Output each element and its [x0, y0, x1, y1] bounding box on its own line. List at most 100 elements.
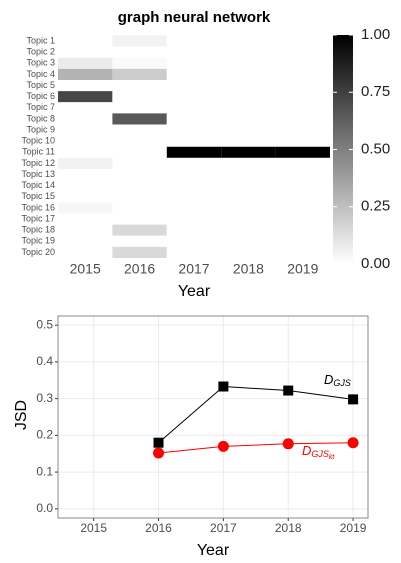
y-tick-label: Topic 15 [21, 191, 55, 201]
heat-cell [112, 157, 167, 169]
heat-cell [166, 246, 222, 258]
y-tick-label: Topic 19 [21, 236, 55, 246]
heat-cell [221, 57, 276, 69]
plot-background [58, 316, 368, 518]
heat-cell [166, 124, 222, 136]
heat-cell [166, 91, 222, 103]
y-tick-label: Topic 3 [26, 58, 55, 68]
heat-cell [221, 91, 276, 103]
heat-cell [112, 57, 167, 69]
y-tick-label: Topic 2 [26, 47, 55, 57]
heat-cell [58, 46, 113, 58]
heat-cell [112, 246, 167, 258]
heat-cell [275, 157, 330, 169]
point [347, 437, 359, 449]
heat-cell [58, 135, 113, 147]
heat-cell [221, 80, 276, 92]
heat-cell [58, 68, 113, 80]
x-tick-label: 2017 [210, 521, 237, 535]
heat-cell [275, 35, 330, 47]
heat-cell [275, 91, 330, 103]
x-tick-label: 2017 [178, 261, 209, 277]
heat-cell [166, 57, 222, 69]
heat-cell [58, 213, 113, 225]
y-tick-label: Topic 12 [21, 158, 55, 168]
y-tick-label: Topic 9 [26, 124, 55, 134]
heat-cell [58, 157, 113, 169]
heat-cell [58, 180, 113, 192]
heat-cell [275, 80, 330, 92]
point [217, 440, 229, 452]
heat-cell [58, 113, 113, 125]
heat-cell [221, 157, 276, 169]
colorbar-label: 0.25 [361, 198, 390, 215]
heat-cell [275, 191, 330, 203]
series-label-name: D [324, 372, 333, 387]
heat-cell [112, 80, 167, 92]
heat-cell [58, 191, 113, 203]
x-tick-label: 2015 [70, 261, 101, 277]
heat-cell [166, 135, 222, 147]
heat-cell [166, 46, 222, 58]
y-axis-label: JSD [13, 400, 30, 430]
y-tick-label: 0.0 [36, 501, 53, 515]
series-label: DGJSkt [302, 443, 335, 460]
heat-cell [166, 102, 222, 114]
x-axis-label: Year [178, 283, 211, 300]
heat-cell [275, 124, 330, 136]
series-label-sub: GJS [311, 449, 329, 459]
heat-cell [166, 68, 222, 80]
heat-cell [275, 135, 330, 147]
series-label: DGJS [324, 372, 351, 388]
heat-cell [112, 180, 167, 192]
y-tick-label: Topic 18 [21, 225, 55, 235]
heat-cell [58, 80, 113, 92]
heat-cell [221, 235, 276, 247]
colorbar-label: 0.50 [361, 140, 390, 157]
x-tick-label: 2016 [145, 521, 172, 535]
heat-cell [166, 202, 222, 214]
y-tick-label: Topic 11 [22, 147, 55, 157]
heat-cell [275, 235, 330, 247]
y-tick-label: 0.4 [36, 354, 53, 368]
heat-cell [112, 146, 167, 158]
heat-cell [275, 57, 330, 69]
colorbar-label: 1.00 [361, 26, 390, 43]
heat-cell [275, 180, 330, 192]
heat-cell [221, 124, 276, 136]
y-tick-label: 0.5 [36, 317, 53, 331]
heat-cell [58, 169, 113, 181]
heat-cell [58, 224, 113, 236]
heat-cell [221, 213, 276, 225]
point [282, 438, 294, 450]
y-tick-label: Topic 1 [26, 35, 55, 45]
heat-cell [275, 68, 330, 80]
heat-cell [221, 202, 276, 214]
y-tick-label: Topic 10 [21, 136, 55, 146]
heat-cell [58, 35, 113, 47]
heat-cell [221, 35, 276, 47]
heat-cell [112, 213, 167, 225]
heat-cell [221, 224, 276, 236]
y-tick-label: Topic 8 [26, 113, 55, 123]
heat-cell [275, 146, 330, 158]
heat-cell [112, 35, 167, 47]
heat-cell [221, 135, 276, 147]
series-label-sub: GJS [333, 378, 351, 388]
y-tick-label: Topic 7 [26, 102, 55, 112]
heat-cell [58, 57, 113, 69]
heat-cell [112, 169, 167, 181]
heat-cell [166, 169, 222, 181]
heat-cell [166, 235, 222, 247]
heat-cell [112, 91, 167, 103]
heat-cell [221, 113, 276, 125]
x-axis-label: Year [197, 542, 230, 559]
heat-cell [275, 46, 330, 58]
heat-cell [275, 113, 330, 125]
heat-cell [221, 180, 276, 192]
heat-cell [112, 191, 167, 203]
heat-cell [275, 102, 330, 114]
y-tick-label: Topic 17 [21, 213, 55, 223]
heat-cell [221, 246, 276, 258]
heat-cell [58, 124, 113, 136]
